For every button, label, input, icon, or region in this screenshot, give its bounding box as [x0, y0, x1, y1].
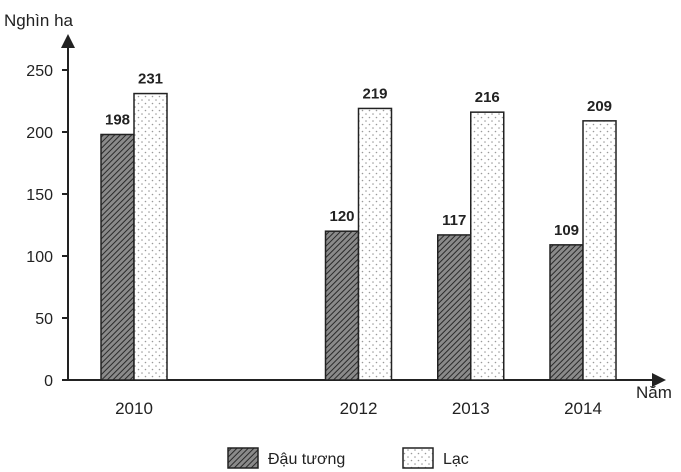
x-tick-label: 2010 — [115, 399, 153, 418]
y-axis-arrow — [61, 34, 75, 48]
data-label-lac-2012: 219 — [362, 85, 387, 102]
y-axis-label: Nghìn ha — [4, 11, 74, 30]
legend-label-lac: Lạc — [443, 451, 469, 468]
bar-dau-tuong-2012 — [324, 230, 360, 381]
data-label-dau-tuong-2014: 109 — [554, 222, 579, 239]
y-tick-label: 200 — [26, 125, 53, 142]
data-label-lac-2013: 216 — [475, 89, 500, 106]
data-label-dau-tuong-2012: 120 — [329, 208, 354, 225]
y-tick-label: 250 — [26, 63, 53, 80]
bar-dau-tuong-2013 — [437, 234, 472, 381]
data-label-dau-tuong-2013: 117 — [442, 212, 466, 229]
legend-swatch-dau-tuong — [227, 447, 259, 469]
bar-lac-2010 — [133, 92, 168, 381]
bar-lac-2012 — [357, 107, 393, 381]
y-tick-label: 150 — [26, 187, 53, 204]
data-label-lac-2014: 209 — [587, 98, 612, 115]
data-label-lac-2010: 231 — [138, 71, 163, 88]
legend: Đậu tương Lạc — [227, 447, 469, 469]
x-tick-label: 2013 — [452, 399, 490, 418]
bar-dau-tuong-2010 — [100, 133, 135, 381]
y-axis — [61, 34, 75, 380]
x-tick-label: 2012 — [340, 399, 378, 418]
y-tick-label: 50 — [35, 311, 53, 328]
bar-dau-tuong-2014 — [549, 244, 584, 381]
y-ticks: 0 50 100 150 200 250 — [26, 63, 68, 390]
x-axis-label: Năm — [636, 383, 672, 402]
bars: 198 120 117 109 231 219 216 209 — [100, 71, 617, 381]
legend-label-dau-tuong: Đậu tương — [268, 451, 345, 468]
bar-lac-2013 — [470, 111, 505, 381]
x-axis-arrow — [652, 373, 666, 387]
bar-lac-2014 — [582, 120, 617, 381]
y-tick-label: 0 — [44, 373, 53, 390]
legend-swatch-lac — [402, 447, 434, 469]
x-tick-label: 2014 — [564, 399, 602, 418]
data-label-dau-tuong-2010: 198 — [105, 111, 130, 128]
y-tick-label: 100 — [26, 249, 53, 266]
x-ticks: 2010 2012 2013 2014 — [115, 399, 602, 418]
